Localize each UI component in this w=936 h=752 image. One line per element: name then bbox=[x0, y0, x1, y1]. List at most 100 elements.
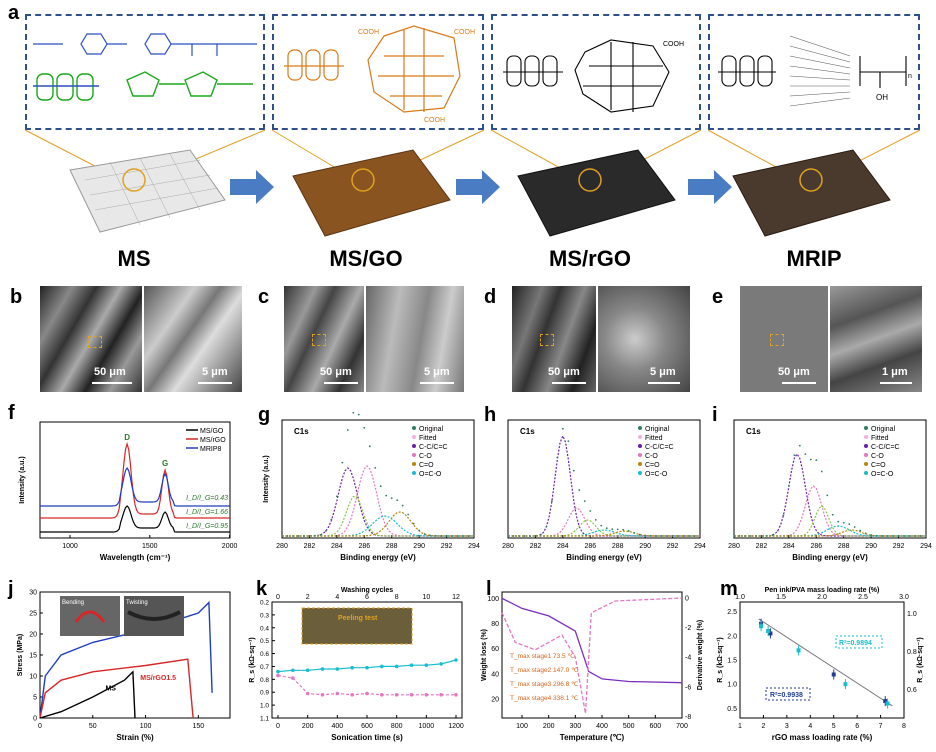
sonication-point bbox=[454, 693, 458, 697]
scale-bar bbox=[420, 382, 454, 384]
y-tick-label: 20 bbox=[491, 697, 499, 704]
legend-swatch bbox=[638, 453, 642, 457]
legend-swatch bbox=[638, 471, 642, 475]
oh-label: OH bbox=[876, 93, 888, 102]
panel-label-m: m bbox=[720, 578, 738, 600]
legend-label: C-O bbox=[419, 453, 432, 460]
peeling-inset-photo bbox=[301, 607, 413, 645]
original-point bbox=[572, 469, 575, 472]
original-point bbox=[368, 445, 371, 448]
original-point bbox=[540, 533, 542, 536]
stress-strain-chart: 0 50 100 150 0 5 10 15 20 25 30 Strain (%) Stress (M… bbox=[17, 590, 231, 742]
cooh-label-1: COOH bbox=[358, 29, 379, 36]
original-point bbox=[423, 533, 426, 535]
ms-sheet-image bbox=[69, 149, 226, 233]
sonication-point bbox=[380, 693, 384, 697]
x-tick-label: 200 bbox=[543, 723, 555, 730]
arrow-right-icon bbox=[688, 170, 732, 204]
original-point bbox=[407, 513, 410, 516]
zoom-box bbox=[88, 336, 102, 348]
original-point bbox=[292, 535, 294, 537]
washing-point bbox=[305, 668, 310, 673]
x-tick-label: 1500 bbox=[142, 543, 158, 550]
original-point bbox=[451, 535, 453, 537]
legend-swatch bbox=[864, 435, 868, 439]
legend-swatch bbox=[412, 453, 416, 457]
scale-bar bbox=[880, 382, 912, 384]
original-point bbox=[605, 527, 608, 530]
original-point bbox=[512, 535, 515, 537]
original-point bbox=[853, 526, 856, 528]
x-tick-label: 150 bbox=[192, 723, 204, 730]
x-tick-label: 290 bbox=[865, 543, 877, 550]
y-tick-label: 0.3 bbox=[260, 612, 269, 619]
stage-title-ms: MS bbox=[117, 246, 151, 271]
cooh-label-2: COOH bbox=[454, 29, 475, 36]
x-tick-label: 0 bbox=[276, 723, 280, 730]
x-tick-label: 288 bbox=[838, 543, 850, 550]
scale-bar bbox=[648, 382, 680, 384]
legend-swatch bbox=[638, 435, 642, 439]
x-tick-label: 286 bbox=[358, 543, 370, 550]
component-peak bbox=[734, 485, 926, 537]
y-tick-label: 1.5 bbox=[727, 658, 737, 665]
panel-label-i: i bbox=[712, 404, 718, 426]
x-tick-label: 288 bbox=[386, 543, 398, 550]
original-point bbox=[534, 534, 537, 537]
original-point bbox=[649, 534, 652, 537]
sem-image-ms-rgo-high: 5 μm bbox=[598, 286, 690, 392]
x-tick-label: 292 bbox=[441, 543, 453, 550]
peak-label-d: D bbox=[124, 433, 130, 442]
original-point bbox=[578, 489, 581, 491]
component-peak bbox=[282, 465, 474, 537]
y-tick-label: 2.5 bbox=[727, 609, 737, 616]
x-tick-label: 286 bbox=[584, 543, 596, 550]
washing-point bbox=[380, 664, 384, 669]
fit-label: R²=0.9938 bbox=[770, 692, 803, 699]
original-point bbox=[842, 521, 845, 524]
y2-tick-label: -8 bbox=[685, 714, 691, 721]
original-point bbox=[523, 535, 526, 537]
x-tick-label: 50 bbox=[89, 723, 97, 730]
sonication-point bbox=[320, 693, 325, 697]
x-axis-label: Binding energy (eV) bbox=[566, 553, 642, 562]
sem-image-ms-high: 5 μm bbox=[144, 286, 242, 392]
original-point bbox=[897, 535, 900, 537]
original-point bbox=[848, 523, 851, 526]
original-point bbox=[357, 413, 360, 416]
washing-point bbox=[320, 667, 325, 671]
legend-label: C-O bbox=[645, 453, 658, 460]
chart-title: C1s bbox=[294, 427, 309, 436]
original-point bbox=[594, 518, 597, 521]
x-tick-label: 292 bbox=[667, 543, 679, 550]
original-point bbox=[660, 535, 663, 537]
zoom-box bbox=[540, 334, 554, 346]
original-point bbox=[319, 533, 322, 536]
original-point bbox=[886, 535, 889, 537]
tmax-annotation: T_max stage4 338.1 ℃ bbox=[510, 695, 579, 702]
y2-tick-label: -6 bbox=[685, 684, 691, 691]
x-tick-label: 4 bbox=[808, 723, 812, 730]
fit-box-rgo bbox=[765, 687, 811, 701]
y-tick-label: 0.8 bbox=[260, 677, 269, 684]
x2-tick-label: 3.0 bbox=[899, 594, 909, 601]
original-point bbox=[396, 499, 399, 502]
original-point bbox=[583, 500, 586, 503]
y-tick-label: 0.2 bbox=[260, 600, 269, 607]
sonication-point bbox=[394, 693, 399, 697]
original-point bbox=[815, 459, 818, 462]
original-point bbox=[666, 535, 668, 537]
sonication-point bbox=[365, 691, 369, 696]
original-point bbox=[600, 524, 603, 527]
original-point bbox=[314, 534, 316, 537]
original-point bbox=[529, 535, 531, 537]
x2-tick-label: 8 bbox=[395, 594, 399, 601]
original-point bbox=[738, 535, 741, 537]
legend-label: O=C-O bbox=[645, 471, 668, 478]
fit-label: R²=0.9894 bbox=[839, 640, 872, 647]
original-point bbox=[859, 529, 862, 532]
x-tick-label: 700 bbox=[676, 723, 688, 730]
y-tick-label: 0.9 bbox=[260, 690, 269, 697]
legend-label: C=O bbox=[645, 462, 660, 469]
y2-axis-label: R_s (kΩ·sq⁻¹) bbox=[917, 637, 924, 682]
